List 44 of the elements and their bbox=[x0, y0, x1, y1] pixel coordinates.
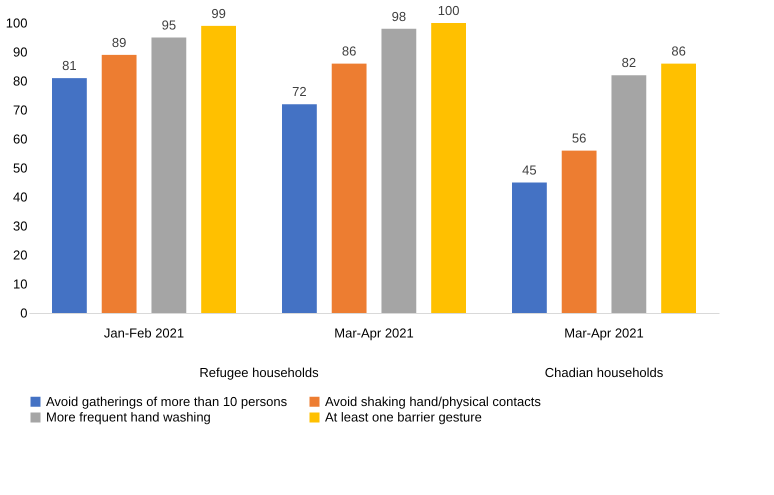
data-label: 45 bbox=[522, 162, 537, 178]
y-tick-label: 80 bbox=[13, 74, 28, 88]
legend-label: Avoid gatherings of more than 10 persons bbox=[46, 394, 288, 409]
data-label: 72 bbox=[292, 84, 307, 100]
legend-label: Avoid shaking hand/physical contacts bbox=[325, 394, 542, 409]
bar bbox=[661, 64, 696, 313]
data-label: 81 bbox=[62, 58, 77, 74]
data-label: 86 bbox=[671, 44, 686, 59]
data-label: 89 bbox=[112, 34, 126, 50]
legend-label: More frequent hand washing bbox=[46, 410, 211, 424]
y-tick-label: 0 bbox=[20, 306, 28, 320]
data-label: 100 bbox=[438, 3, 460, 18]
y-tick-label: 60 bbox=[13, 132, 28, 146]
text: Refugee households bbox=[199, 365, 320, 380]
data-label: 98 bbox=[392, 8, 406, 24]
bar bbox=[52, 78, 87, 313]
y-tick-label: 50 bbox=[13, 160, 28, 176]
y-tick-label: 30 bbox=[13, 218, 28, 234]
y-tick-label: 40 bbox=[13, 190, 28, 204]
y-tick-label: 10 bbox=[13, 276, 28, 292]
bar bbox=[282, 104, 317, 313]
bar bbox=[151, 38, 186, 313]
legend-label: At least one barrier gesture bbox=[325, 410, 482, 424]
bar bbox=[431, 23, 466, 313]
x-tick-label: Mar-Apr 2021 bbox=[564, 326, 644, 340]
bar bbox=[332, 64, 367, 313]
bar bbox=[512, 182, 547, 313]
data-label: 86 bbox=[342, 44, 356, 59]
y-tick-label: 70 bbox=[13, 102, 28, 118]
bar bbox=[102, 54, 137, 313]
text: Chadian households bbox=[544, 365, 664, 380]
y-tick-label: 100 bbox=[6, 16, 28, 30]
y-tick-label: 90 bbox=[13, 44, 28, 60]
bar bbox=[562, 150, 597, 313]
bar bbox=[611, 75, 646, 313]
data-label: 56 bbox=[572, 130, 586, 146]
data-label: 82 bbox=[622, 55, 636, 70]
y-tick-label: 20 bbox=[13, 248, 28, 262]
data-label: 95 bbox=[162, 18, 176, 32]
x-tick-label: Mar-Apr 2021 bbox=[334, 326, 414, 340]
bar bbox=[201, 26, 236, 313]
data-label: 99 bbox=[211, 6, 226, 21]
bar bbox=[381, 28, 416, 313]
x-tick-label: Jan-Feb 2021 bbox=[104, 326, 184, 340]
